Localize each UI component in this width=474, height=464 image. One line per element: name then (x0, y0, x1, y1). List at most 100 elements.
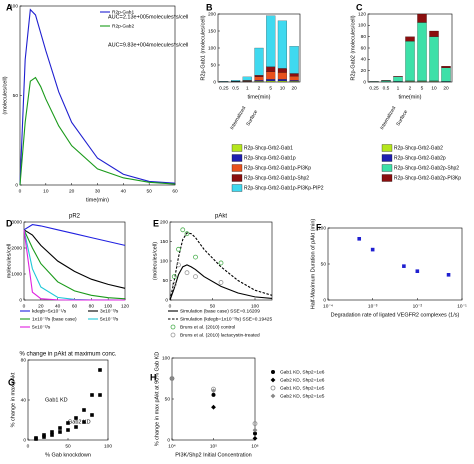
legend-swatch (381, 144, 393, 152)
panel-letter: D (6, 218, 13, 228)
x-tick-label: 40 (121, 188, 127, 194)
legend-swatch (381, 154, 393, 162)
marker (271, 370, 275, 374)
bar-segment (231, 80, 241, 82)
bar-segment (277, 80, 287, 83)
marker (90, 393, 94, 397)
marker (98, 368, 102, 372)
panel-letter: C (356, 2, 363, 12)
x-tick-label: 10⁻³ (368, 303, 378, 309)
legend-label: 3x10⁻³/s (100, 308, 119, 314)
panel-letter: E (153, 218, 159, 228)
marker (218, 260, 224, 266)
marker (270, 385, 276, 391)
x-tick-label: 50 (65, 443, 71, 449)
legend-label: R2p-Shcp-Grb2-Gab2p (394, 155, 446, 161)
marker (211, 388, 216, 394)
bar-segment (277, 68, 287, 73)
y-tick-label: 100 (160, 258, 168, 264)
y-axis-label: R2p-Gab2 (molecules/cell) (350, 15, 356, 80)
bar-segment (393, 76, 403, 82)
y-tick-label: 40 (21, 397, 27, 403)
y-tick-label: 0 (167, 437, 170, 443)
marker (184, 270, 190, 276)
bar-segment (254, 76, 264, 81)
x-tick-label: 60 (72, 303, 78, 309)
y-tick-label: 100 (162, 355, 170, 361)
marker (66, 421, 70, 425)
y-tick-label: 0 (213, 79, 216, 85)
y-tick-label: 50 (13, 93, 19, 99)
bar-segment (277, 79, 287, 82)
x-tick-label: 5 (269, 85, 272, 91)
bar-segment (254, 80, 264, 82)
legend-label: R2p-Shcp-Grb2-Gab1p-Shp2 (244, 175, 309, 181)
x-tick-label: 10 (43, 188, 49, 194)
x-tick-label: 0.25 (219, 85, 229, 91)
y-tick-label: 0 (363, 79, 366, 85)
x-tick-label: 80 (89, 303, 95, 309)
x-tick-label: 5 (421, 85, 424, 91)
line-series (23, 229, 125, 301)
y-tick-label: 120 (358, 11, 366, 17)
legend-label: R2p-Shcp-Grb2-Gab2p-PI3Kp (394, 175, 461, 181)
bar-segment (266, 71, 276, 80)
marker (253, 431, 257, 436)
bar-segment (277, 72, 287, 80)
legend-label: R2p-Shcp-Grb2-Gab2p-Shp2 (394, 165, 459, 171)
bar-segment (289, 81, 299, 83)
legend-label: kdegb=5x10⁻¹/s (32, 308, 67, 314)
x-tick-label: 0.5 (232, 85, 239, 91)
marker (170, 332, 176, 338)
x-tick-label: 10⁴ (168, 443, 175, 449)
y-tick-label: 40 (361, 57, 367, 63)
bar-segment (242, 76, 252, 81)
marker (50, 433, 54, 437)
legend-label: Gab2 KD, Shp2=1e6 (280, 377, 325, 383)
panel-letter: A (6, 2, 13, 12)
y-tick-label: 150 (160, 239, 168, 245)
bar-segment (266, 80, 276, 83)
line-series (169, 232, 273, 301)
x-tick-label: 20 (291, 85, 297, 91)
marker (252, 421, 258, 427)
bar-segment (254, 81, 264, 83)
plot-frame (327, 227, 463, 301)
legend-label: R2p-Shcp-Grb2-Gab1p-PI3Kp-PIP2 (244, 185, 324, 191)
marker (184, 231, 190, 237)
x-tick-label: 60 (172, 188, 178, 194)
marker (370, 247, 375, 252)
y-tick-label: 0 (23, 437, 26, 443)
annotation: AUC=2.13e+005molecules*s/cell (108, 14, 188, 20)
y-tick-label: 100 (208, 45, 216, 51)
annotation: Gab2 KD (68, 419, 91, 425)
x-tick-label: 10 (280, 85, 286, 91)
chart-title: pR2 (69, 214, 81, 220)
plot-frame (171, 357, 256, 441)
bar-segment (254, 47, 264, 76)
legend-label: 5x10⁻²/s (32, 324, 51, 330)
marker (270, 393, 276, 399)
y-tick-label: 0 (165, 297, 168, 303)
annotation: Surface (395, 109, 409, 127)
x-tick-label: 1 (246, 85, 249, 91)
x-tick-label: 10⁻⁴ (323, 303, 333, 309)
y-tick-label: 0 (15, 182, 18, 188)
marker (270, 377, 276, 383)
marker (415, 269, 420, 273)
bar-segment (254, 75, 264, 77)
marker (211, 404, 216, 410)
y-axis-label: % change in max pAkt at 90% Gab KD (154, 352, 160, 446)
y-tick-label: 200 (208, 11, 216, 17)
y-tick-label: 20 (361, 68, 367, 74)
panel-letter: G (8, 377, 15, 387)
annotation: Internalized (379, 105, 397, 131)
marker (170, 324, 176, 330)
y-tick-label: 60 (361, 45, 367, 51)
legend-swatch (231, 184, 243, 192)
x-tick-label: 0 (23, 303, 26, 309)
bar-segment (417, 22, 427, 81)
x-tick-label: 10⁵ (210, 443, 217, 449)
legend-label: Bruns et al. (2010) lactacystin-treated (180, 332, 260, 338)
x-tick-label: 10⁶ (251, 443, 258, 449)
